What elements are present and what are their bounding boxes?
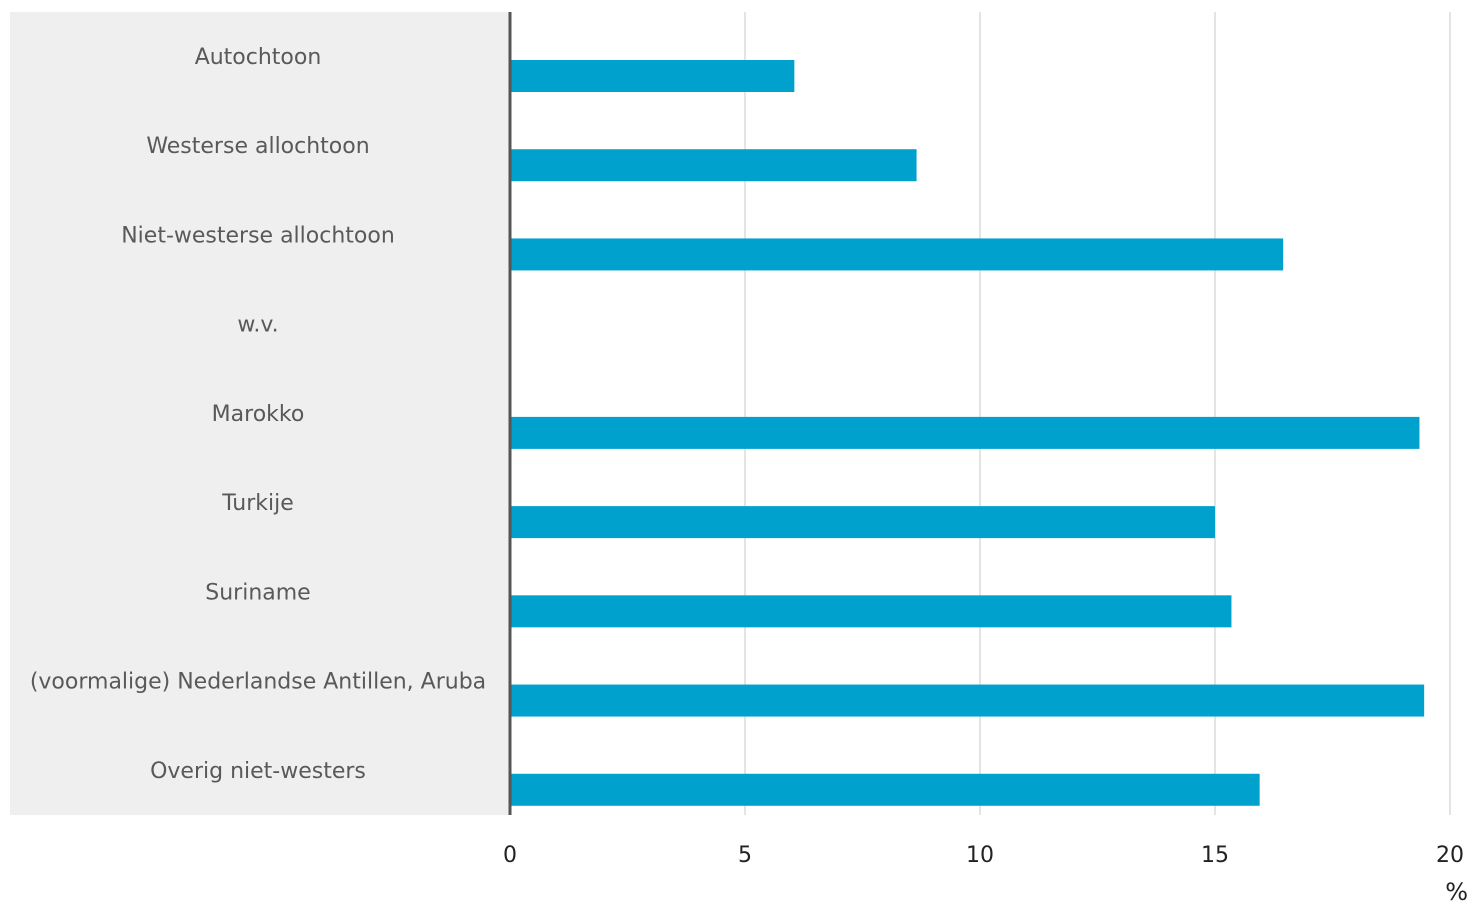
bar	[510, 506, 1215, 539]
bar	[510, 149, 917, 182]
bar	[510, 60, 795, 92]
bar	[510, 684, 1425, 717]
bar	[510, 238, 1284, 271]
category-label: w.v.	[237, 313, 278, 338]
label-panel-background	[10, 12, 510, 815]
category-label: Marokko	[212, 402, 305, 427]
category-label: (voormalige) Nederlandse Antillen, Aruba	[30, 670, 486, 695]
bar	[510, 773, 1260, 806]
category-label: Overig niet-westers	[150, 759, 366, 784]
category-label: Suriname	[205, 580, 310, 605]
category-label: Westerse allochtoon	[146, 134, 369, 159]
x-tick-label: 20	[1436, 843, 1464, 868]
bar	[510, 416, 1420, 449]
x-tick-label: 0	[503, 843, 517, 868]
x-axis-label: %	[1445, 878, 1468, 903]
category-label: Niet-westerse allochtoon	[121, 223, 395, 248]
category-label: Turkije	[221, 491, 294, 516]
category-label: Autochtoon	[195, 45, 322, 70]
x-tick-label: 15	[1201, 843, 1229, 868]
x-tick-label: 5	[738, 843, 752, 868]
bar	[510, 595, 1232, 628]
x-tick-label: 10	[966, 843, 994, 868]
